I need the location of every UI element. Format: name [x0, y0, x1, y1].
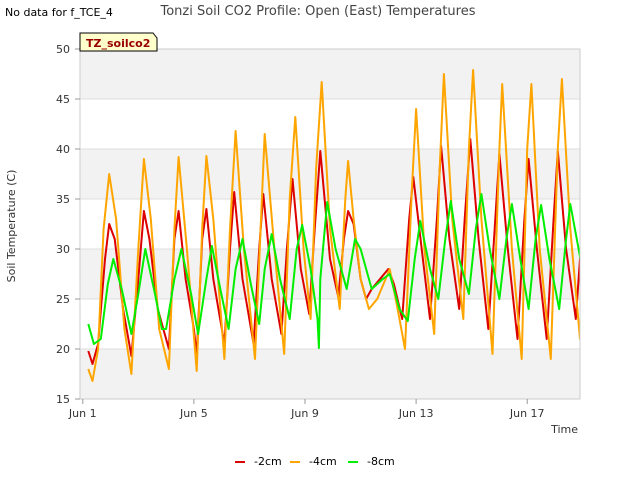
legend-label: -2cm: [254, 455, 282, 468]
no-data-note: No data for f_TCE_4: [5, 6, 113, 19]
x-tick-label: Jun 1: [68, 407, 97, 420]
y-tick-label: 50: [56, 43, 70, 56]
x-tick-label: Jun 5: [179, 407, 208, 420]
y-tick-label: 45: [56, 93, 70, 106]
legend-label: -4cm: [309, 455, 337, 468]
x-axis: Jun 1 Jun 5 Jun 9 Jun 13 Jun 17: [68, 399, 545, 420]
y-tick-label: 30: [56, 243, 70, 256]
grid-band: [80, 99, 580, 149]
y-tick-label: 15: [56, 393, 70, 406]
y-axis-label: Soil Temperature (C): [5, 170, 18, 283]
y-tick-label: 35: [56, 193, 70, 206]
site-label: TZ_soilco2: [86, 37, 150, 50]
y-tick-label: 20: [56, 343, 70, 356]
site-label-background: [79, 32, 158, 52]
y-tick-label: 25: [56, 293, 70, 306]
legend-label: -8cm: [367, 455, 395, 468]
series-layer: [87, 69, 580, 382]
plot-frame: [79, 48, 581, 400]
series-line--8cm: [87, 193, 580, 349]
legend: -2cm -4cm -8cm: [235, 455, 395, 468]
x-tick-label: Jun 17: [509, 407, 545, 420]
grid-band: [80, 49, 580, 99]
y-tick-label: 40: [56, 143, 70, 156]
site-label-box: TZ_soilco2: [79, 32, 158, 52]
x-axis-label: Time: [550, 423, 578, 436]
series-line--4cm: [87, 69, 580, 382]
x-tick-label: Jun 13: [398, 407, 434, 420]
y-axis: 15 20 25 30 35 40 45 50: [56, 43, 80, 406]
chart-title: Tonzi Soil CO2 Profile: Open (East) Temp…: [159, 4, 475, 19]
grid-band: [80, 349, 580, 399]
grid-band: [80, 299, 580, 349]
grid-band: [80, 149, 580, 199]
x-tick-label: Jun 9: [290, 407, 319, 420]
